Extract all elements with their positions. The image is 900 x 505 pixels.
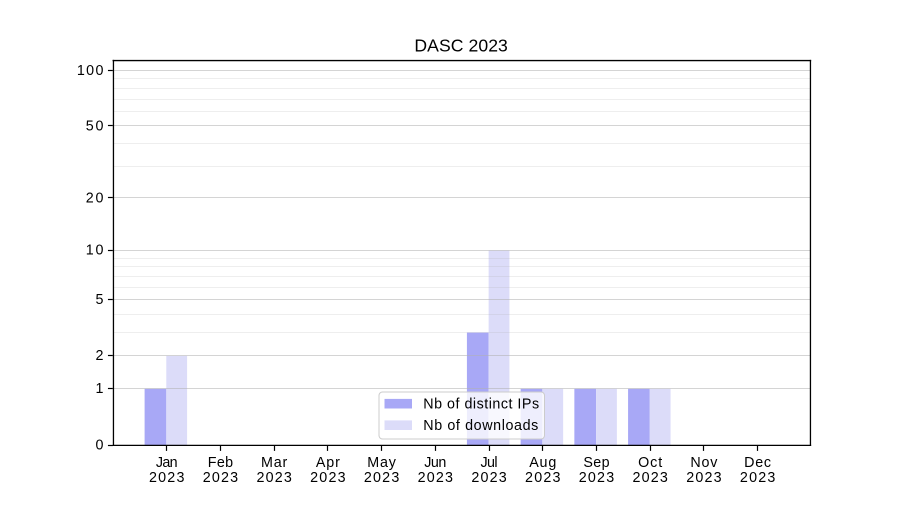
svg-text:2: 2: [95, 348, 103, 364]
svg-text:5: 5: [95, 292, 103, 308]
svg-text:2023: 2023: [310, 470, 345, 486]
svg-text:1: 1: [95, 381, 103, 397]
svg-text:Nov: Nov: [690, 455, 718, 471]
svg-text:100: 100: [77, 63, 104, 79]
svg-text:2023: 2023: [740, 470, 775, 486]
svg-text:Dec: Dec: [744, 455, 771, 471]
svg-text:Nb of downloads: Nb of downloads: [423, 418, 538, 434]
svg-text:Nb of distinct IPs: Nb of distinct IPs: [423, 396, 539, 412]
svg-text:2023: 2023: [579, 470, 614, 486]
svg-text:May: May: [367, 455, 397, 471]
svg-text:Sep: Sep: [583, 455, 609, 471]
svg-text:Apr: Apr: [316, 455, 340, 471]
svg-text:2023: 2023: [203, 470, 238, 486]
svg-text:10: 10: [86, 243, 104, 259]
svg-text:2023: 2023: [686, 470, 721, 486]
svg-text:50: 50: [86, 118, 104, 134]
svg-text:Jul: Jul: [480, 455, 497, 471]
svg-text:DASC 2023: DASC 2023: [414, 35, 508, 55]
svg-text:2023: 2023: [256, 470, 291, 486]
svg-text:20: 20: [86, 190, 104, 206]
svg-text:Jun: Jun: [424, 455, 446, 471]
svg-text:Mar: Mar: [261, 455, 287, 471]
svg-text:2023: 2023: [418, 470, 453, 486]
svg-text:Aug: Aug: [529, 455, 556, 471]
svg-text:2023: 2023: [364, 470, 399, 486]
svg-text:2023: 2023: [525, 470, 560, 486]
svg-text:2023: 2023: [471, 470, 506, 486]
svg-text:0: 0: [95, 437, 103, 453]
svg-text:2023: 2023: [149, 470, 184, 486]
svg-text:Oct: Oct: [638, 455, 662, 471]
svg-text:2023: 2023: [632, 470, 667, 486]
svg-text:Feb: Feb: [208, 455, 233, 471]
svg-text:Jan: Jan: [156, 455, 178, 471]
